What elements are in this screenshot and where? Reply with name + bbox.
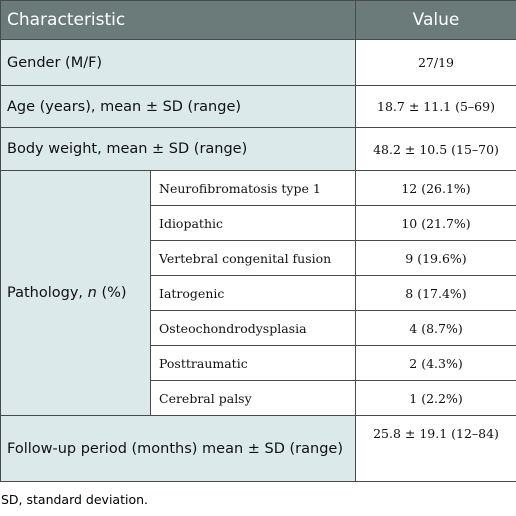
row: Idiopathic 10 (21.7%) [1, 205, 516, 241]
label-cell: Body weight, mean ± SD (range) [0, 127, 356, 171]
row: Gender (M/F) 27/19 [0, 39, 516, 86]
row: Follow-up period (months) mean ± SD (ran… [0, 415, 516, 482]
value-cell: 9 (19.6%) [355, 240, 516, 276]
header-cell: Characteristic [0, 0, 356, 40]
characteristics-table: Characteristic Value Gender (M/F) 27/19 … [0, 0, 516, 482]
row: Cerebral palsy 1 (2.2%) [1, 380, 516, 416]
value-cell: 10 (21.7%) [355, 205, 516, 241]
label-cell: Follow-up period (months) mean ± SD (ran… [0, 415, 356, 482]
row: Vertebral congenital fusion 9 (19.6%) [1, 240, 516, 276]
sub-label-cell: Cerebral palsy [150, 380, 356, 416]
footnote: SD, standard deviation. [1, 492, 148, 507]
label-cell: Pathology, n (%) [0, 170, 151, 416]
value-cell: 27/19 [355, 39, 516, 86]
sub-label-cell: Idiopathic [150, 205, 356, 241]
label-cell: Gender (M/F) [0, 39, 356, 86]
label-text: n [87, 285, 97, 301]
value-cell: 8 (17.4%) [355, 275, 516, 311]
sub-label-cell: Iatrogenic [150, 275, 356, 311]
header-cell: Value [355, 0, 516, 40]
sub-label-cell: Posttraumatic [150, 345, 356, 381]
value-cell: 4 (8.7%) [355, 310, 516, 346]
row: Posttraumatic 2 (4.3%) [1, 345, 516, 381]
value-cell: 2 (4.3%) [355, 345, 516, 381]
label-cell: Age (years), mean ± SD (range) [0, 85, 356, 128]
row: Age (years), mean ± SD (range) 18.7 ± 11… [0, 85, 516, 128]
value-cell: 25.8 ± 19.1 (12–84) [355, 415, 516, 482]
value-cell: 48.2 ± 10.5 (15–70) [355, 127, 516, 171]
label-text: Pathology, [7, 285, 88, 301]
row: Iatrogenic 8 (17.4%) [1, 275, 516, 311]
sub-label-cell: Neurofibromatosis type 1 [150, 170, 356, 206]
sub-label-cell: Osteochondrodysplasia [150, 310, 356, 346]
value-cell: 12 (26.1%) [355, 170, 516, 206]
label-text: (%) [96, 285, 127, 301]
row: Pathology, n (%) Neurofibromatosis type … [0, 170, 516, 416]
value-cell: 1 (2.2%) [355, 380, 516, 416]
header-row: Characteristic Value [0, 0, 516, 40]
sub-label-cell: Vertebral congenital fusion [150, 240, 356, 276]
value-cell: 18.7 ± 11.1 (5–69) [355, 85, 516, 128]
row: Osteochondrodysplasia 4 (8.7%) [1, 310, 516, 346]
row: Body weight, mean ± SD (range) 48.2 ± 10… [0, 127, 516, 171]
